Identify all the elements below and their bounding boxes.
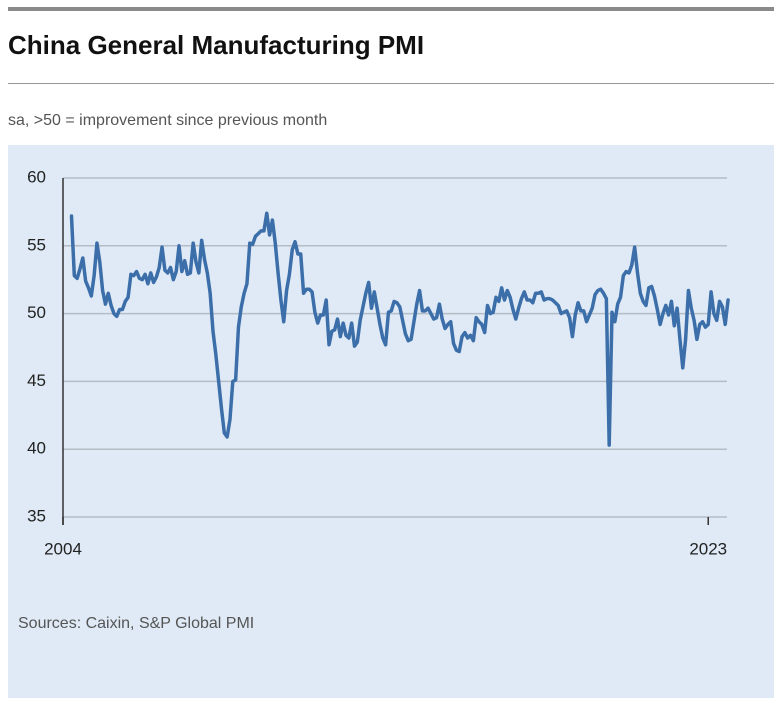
top-rule <box>8 7 774 11</box>
chart-title: China General Manufacturing PMI <box>8 30 424 60</box>
y-tick-label: 40 <box>27 439 46 458</box>
x-tick-label: 2023 <box>689 539 727 558</box>
x-tick-label: 2004 <box>44 539 82 558</box>
y-tick-label: 35 <box>27 506 46 525</box>
y-tick-label: 60 <box>27 167 46 186</box>
source-note: Sources: Caixin, S&P Global PMI <box>18 615 254 632</box>
y-tick-label: 45 <box>27 371 46 390</box>
y-tick-label: 55 <box>27 235 46 254</box>
chart-subtitle: sa, >50 = improvement since previous mon… <box>8 112 327 129</box>
y-tick-label: 50 <box>27 303 46 322</box>
plot-panel <box>8 145 774 698</box>
pmi-line <box>69 211 730 447</box>
